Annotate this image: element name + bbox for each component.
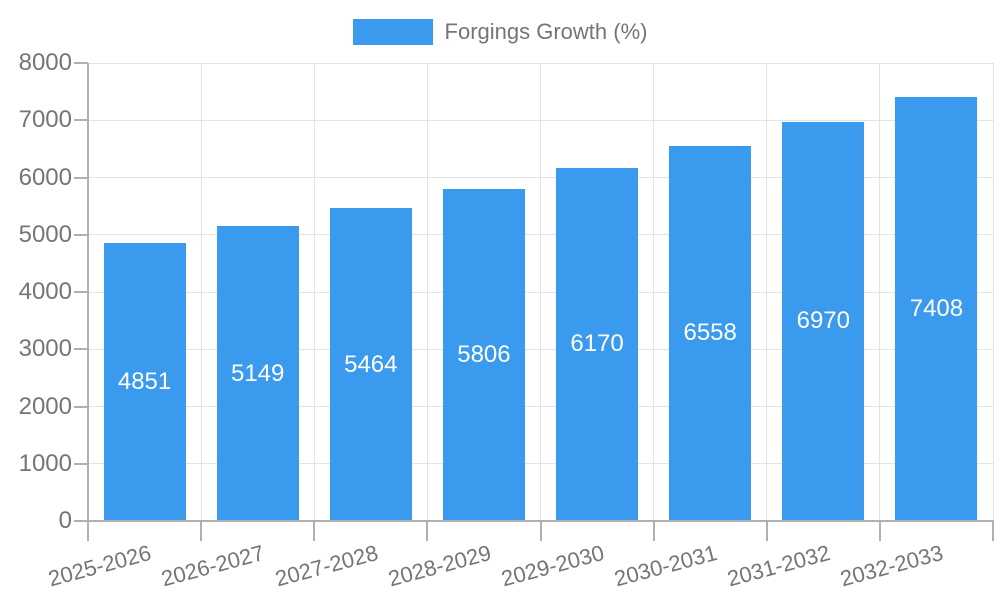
y-axis-label: 1000 (18, 449, 72, 477)
x-axis-tick (313, 521, 316, 541)
y-axis-tick (74, 520, 88, 522)
y-axis-line (87, 63, 89, 523)
gridline-vertical (540, 63, 541, 521)
x-axis-line (87, 520, 994, 522)
x-axis-tick (200, 521, 203, 541)
x-axis-label: 2029-2030 (498, 540, 607, 592)
gridline-vertical (200, 63, 202, 521)
y-axis-tick (74, 291, 88, 293)
y-axis-label: 5000 (18, 220, 72, 248)
legend-label: Forgings Growth (%) (444, 19, 648, 44)
x-axis-tick (426, 521, 429, 541)
x-axis-label: 2032-2033 (837, 540, 946, 592)
gridline-vertical (426, 63, 428, 521)
x-axis-label: 2030-2031 (611, 540, 720, 592)
gridline-vertical (313, 63, 315, 521)
bar-value-label: 5149 (230, 359, 285, 387)
x-axis-label: 2026-2027 (159, 540, 268, 592)
bar (103, 243, 186, 521)
y-axis-tick (74, 462, 88, 465)
bar (216, 226, 299, 521)
y-axis-label: 0 (58, 507, 72, 534)
bar (895, 96, 978, 521)
legend: Forgings Growth (%) (0, 14, 1000, 50)
bar-value-label: 6170 (570, 330, 624, 358)
legend-swatch (352, 19, 433, 45)
y-axis-label: 8000 (18, 49, 72, 76)
bar-value-label: 6970 (796, 307, 850, 335)
y-axis-label: 3000 (18, 335, 72, 363)
y-axis-label: 7000 (18, 106, 72, 134)
bar (329, 208, 412, 521)
y-axis-tick (74, 348, 88, 351)
y-axis-tick (74, 119, 88, 122)
x-axis-tick (992, 521, 994, 541)
y-axis-tick (74, 233, 88, 236)
x-axis-label: 2031-2032 (724, 540, 833, 592)
bar (442, 188, 525, 521)
y-axis-tick (74, 176, 88, 179)
x-axis-label: 2025-2026 (45, 540, 155, 592)
x-axis-tick (539, 521, 542, 541)
bar (556, 167, 639, 521)
y-axis-tick (74, 62, 88, 64)
bar (669, 145, 752, 521)
x-axis-tick (652, 521, 655, 541)
gridline-vertical (653, 63, 655, 521)
gridline-vertical (879, 63, 881, 521)
x-axis-label: 2027-2028 (272, 540, 381, 592)
gridline-vertical (766, 63, 768, 521)
bar-value-label: 5806 (457, 340, 511, 368)
y-axis-label: 4000 (18, 278, 72, 305)
x-axis-tick (765, 521, 768, 541)
x-axis-label: 2028-2029 (385, 540, 494, 592)
bar-value-label: 6558 (683, 319, 737, 347)
x-axis-tick (87, 521, 89, 541)
gridline-vertical (992, 63, 994, 521)
x-axis-tick (878, 521, 881, 541)
y-axis-label: 6000 (18, 163, 72, 191)
y-axis-label: 2000 (18, 392, 72, 420)
bar (782, 121, 865, 521)
bar-value-label: 5464 (344, 350, 398, 378)
bar-value-label: 7408 (909, 294, 964, 322)
bar-value-label: 4851 (117, 368, 172, 396)
y-axis-tick (74, 405, 88, 408)
